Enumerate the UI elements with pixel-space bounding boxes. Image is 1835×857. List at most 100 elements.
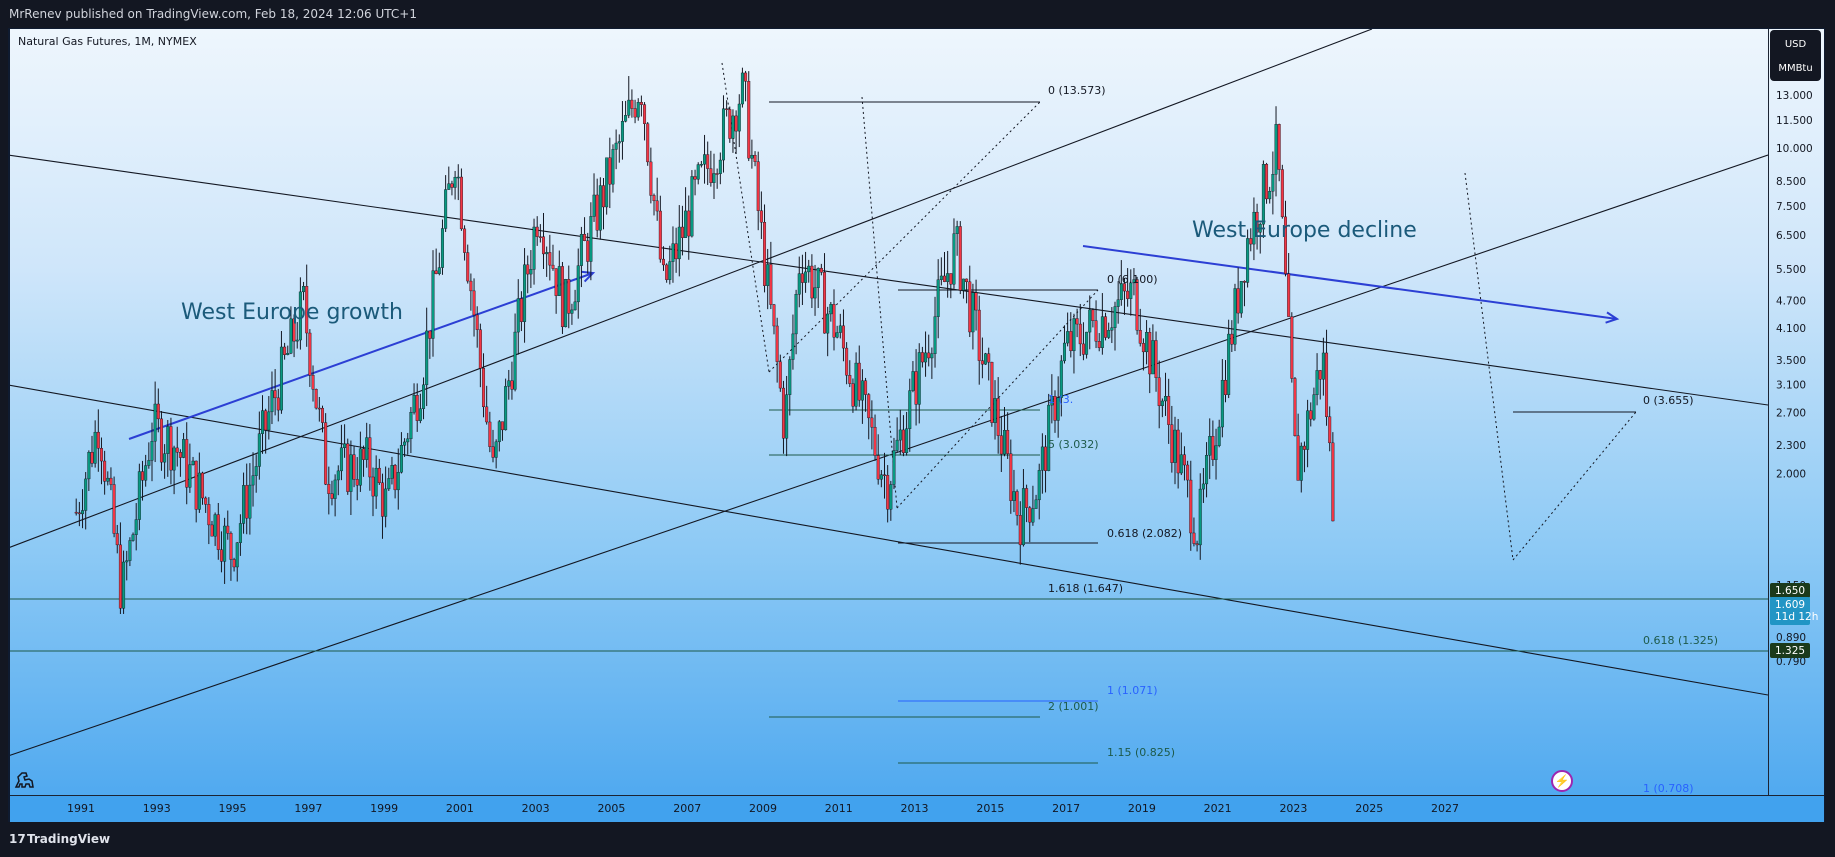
candle-up xyxy=(892,450,896,485)
candle-up xyxy=(829,304,833,315)
candle-up xyxy=(418,408,422,421)
time-tick-label: 2009 xyxy=(749,802,777,815)
candle-up xyxy=(235,542,239,568)
candle-up xyxy=(122,561,126,609)
candle-down xyxy=(1236,288,1240,314)
candle-down xyxy=(475,314,479,330)
tradingview-logo[interactable]: 17TradingView xyxy=(9,832,110,846)
dino-icon[interactable] xyxy=(13,767,37,791)
candle-down xyxy=(883,474,887,476)
candle-up xyxy=(257,433,261,467)
currency-unit-button[interactable]: USD MMBtu xyxy=(1770,30,1821,81)
price-tick-label: 0.790 xyxy=(1776,656,1806,668)
candle-down xyxy=(1154,340,1158,378)
candle-up xyxy=(163,453,167,463)
candle-down xyxy=(1135,279,1139,331)
price-tick-label: 4.700 xyxy=(1776,296,1806,308)
candle-up xyxy=(955,226,959,234)
candle-up xyxy=(339,447,343,472)
candle-up xyxy=(1164,396,1168,402)
candle-down xyxy=(159,418,163,463)
price-tick-label: 11.500 xyxy=(1776,115,1813,127)
price-tick-label: 6.500 xyxy=(1776,230,1806,242)
candle-up xyxy=(532,226,536,270)
candle-up xyxy=(302,286,306,293)
candle-up xyxy=(431,270,435,339)
candle-up xyxy=(905,428,909,454)
candle-up xyxy=(766,264,770,286)
candle-down xyxy=(90,451,94,464)
candle-up xyxy=(1252,211,1256,245)
candle-down xyxy=(583,234,587,241)
candle-down xyxy=(207,504,211,526)
candle-up xyxy=(147,460,151,466)
candle-up xyxy=(1050,396,1054,406)
candle-down xyxy=(747,81,751,159)
candle-up xyxy=(860,380,864,401)
candle-down xyxy=(1265,164,1269,200)
chart-pane[interactable] xyxy=(10,29,1768,822)
candle-up xyxy=(1034,499,1038,509)
candle-up xyxy=(444,189,448,229)
tradingview-logo-icon: 17 xyxy=(9,832,26,846)
time-axis[interactable] xyxy=(10,795,1824,822)
time-tick-label: 2021 xyxy=(1204,802,1232,815)
candle-down xyxy=(655,200,659,212)
candle-up xyxy=(1088,309,1092,333)
candle-down xyxy=(652,195,656,202)
price-tick-label: 4.100 xyxy=(1776,323,1806,335)
candle-down xyxy=(368,437,372,478)
candle-up xyxy=(125,560,129,563)
time-tick-label: 2017 xyxy=(1052,802,1080,815)
candle-down xyxy=(415,395,419,421)
candle-up xyxy=(731,115,735,139)
candle-up xyxy=(1239,280,1243,314)
channel-upper-down-line xyxy=(10,154,1768,406)
candle-up xyxy=(1179,454,1183,474)
candle-down xyxy=(595,194,599,231)
candle-up xyxy=(946,273,950,282)
candle-down xyxy=(661,258,665,266)
candle-up xyxy=(1047,404,1051,471)
candle-up xyxy=(1145,332,1149,353)
candle-down xyxy=(759,210,763,223)
candle-up xyxy=(440,228,444,268)
symbol-label[interactable]: Natural Gas Futures, 1M, NYMEX xyxy=(18,35,197,48)
price-axis[interactable] xyxy=(1768,29,1824,822)
annotation-growth[interactable]: West Europe growth xyxy=(181,300,403,325)
candle-down xyxy=(987,353,991,363)
candle-up xyxy=(939,275,943,280)
candle-down xyxy=(324,422,328,485)
candle-up xyxy=(87,451,91,480)
candle-down xyxy=(185,439,189,488)
candle-down xyxy=(639,102,643,105)
candle-down xyxy=(999,435,1003,455)
candle-down xyxy=(305,286,309,334)
candle-up xyxy=(384,488,388,517)
candle-up xyxy=(737,103,741,132)
candle-down xyxy=(194,460,198,510)
time-tick-label: 1997 xyxy=(294,802,322,815)
candle-down xyxy=(1025,488,1029,508)
channel-lower-down-line xyxy=(10,384,1768,696)
candle-up xyxy=(1268,191,1272,200)
candle-down xyxy=(990,361,994,423)
candle-down xyxy=(141,471,145,481)
candle-up xyxy=(788,359,792,395)
candle-up xyxy=(611,149,615,185)
candle-up xyxy=(403,441,407,446)
annotation-decline[interactable]: West Europe decline xyxy=(1192,218,1417,243)
candle-down xyxy=(1325,352,1329,417)
lightning-icon[interactable]: ⚡ xyxy=(1551,770,1573,792)
candle-up xyxy=(1233,288,1237,345)
unit-label: MMBtu xyxy=(1778,63,1813,74)
candle-up xyxy=(952,233,956,285)
candle-down xyxy=(548,252,552,266)
candle-down xyxy=(810,265,814,299)
candle-down xyxy=(1195,543,1199,546)
candle-down xyxy=(968,281,972,333)
candle-down xyxy=(1309,410,1313,420)
candle-up xyxy=(684,210,688,238)
candle-up xyxy=(933,316,937,354)
